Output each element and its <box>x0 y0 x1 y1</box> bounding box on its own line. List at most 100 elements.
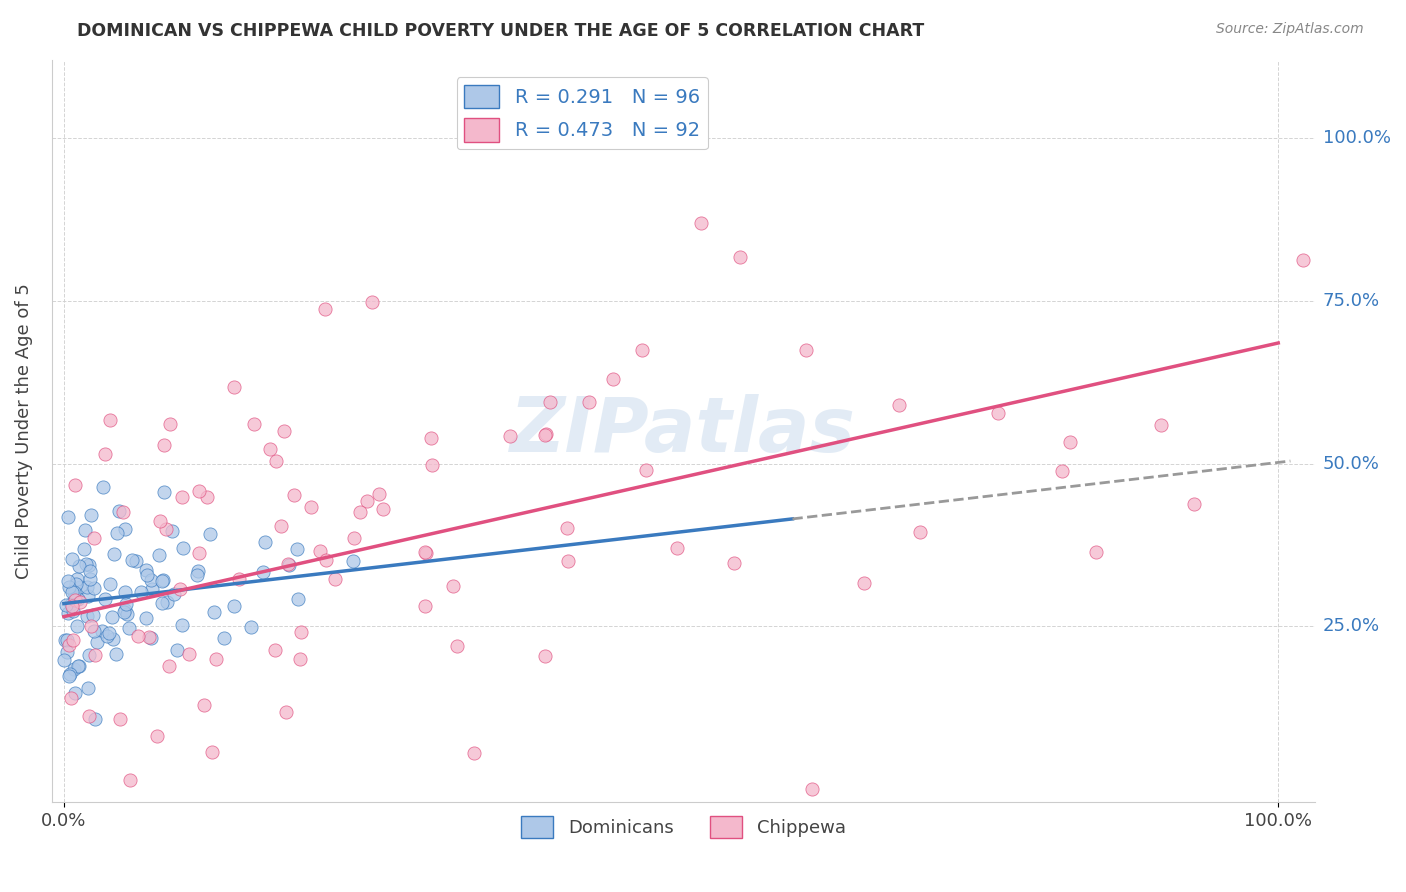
Point <box>73 542 96 557</box>
Point <box>160 524 183 539</box>
Point <box>77 709 100 723</box>
Point <box>499 429 522 443</box>
Point <box>56 632 79 647</box>
Point <box>65 591 87 605</box>
Point <box>1059 434 1081 449</box>
Point <box>58 580 80 594</box>
Point <box>63 686 86 700</box>
Point <box>75 557 97 571</box>
Text: 100.0%: 100.0% <box>1323 128 1391 147</box>
Point <box>112 605 135 619</box>
Text: Source: ZipAtlas.com: Source: ZipAtlas.com <box>1216 22 1364 37</box>
Point <box>93 591 115 606</box>
Point <box>1085 544 1108 558</box>
Point <box>169 582 191 597</box>
Point <box>195 490 218 504</box>
Point <box>463 746 485 760</box>
Point <box>118 622 141 636</box>
Point <box>98 413 121 427</box>
Point <box>60 690 83 705</box>
Point <box>149 514 172 528</box>
Point <box>274 705 297 719</box>
Point <box>83 581 105 595</box>
Point <box>361 294 384 309</box>
Point <box>309 543 332 558</box>
Point <box>76 580 98 594</box>
Point <box>125 554 148 568</box>
Point <box>441 579 464 593</box>
Point <box>152 573 174 587</box>
Point <box>285 542 308 557</box>
Point <box>1149 418 1171 433</box>
Point <box>910 525 932 540</box>
Point <box>63 662 86 676</box>
Point <box>186 567 208 582</box>
Point <box>179 647 201 661</box>
Point <box>59 666 82 681</box>
Point <box>114 522 136 536</box>
Point <box>115 607 138 621</box>
Point <box>77 589 100 603</box>
Point <box>163 587 186 601</box>
Point <box>853 575 876 590</box>
Point <box>121 552 143 566</box>
Point <box>273 424 295 438</box>
Point <box>105 526 128 541</box>
Point <box>66 572 89 586</box>
Point <box>533 649 555 664</box>
Point <box>153 438 176 452</box>
Point <box>243 417 266 431</box>
Point <box>314 301 336 316</box>
Point <box>127 629 149 643</box>
Text: ZIPatlas: ZIPatlas <box>510 394 856 468</box>
Point <box>155 595 177 609</box>
Point <box>58 574 80 589</box>
Point <box>63 593 86 607</box>
Point <box>66 619 89 633</box>
Point <box>150 596 173 610</box>
Point <box>58 669 80 683</box>
Text: 50.0%: 50.0% <box>1323 455 1379 473</box>
Point <box>96 629 118 643</box>
Point <box>58 638 80 652</box>
Point <box>277 557 299 571</box>
Point <box>538 394 561 409</box>
Point <box>79 572 101 586</box>
Point <box>534 427 557 442</box>
Point <box>110 712 132 726</box>
Point <box>138 630 160 644</box>
Point <box>198 526 221 541</box>
Point <box>349 505 371 519</box>
Point <box>665 541 688 555</box>
Point <box>283 488 305 502</box>
Point <box>135 610 157 624</box>
Point <box>98 625 121 640</box>
Point <box>371 501 394 516</box>
Point <box>415 545 437 559</box>
Point <box>252 565 274 579</box>
Point <box>77 681 100 696</box>
Point <box>76 608 98 623</box>
Point <box>212 631 235 645</box>
Point <box>105 647 128 661</box>
Point <box>240 620 263 634</box>
Point <box>53 633 76 648</box>
Point <box>77 648 100 662</box>
Point <box>103 547 125 561</box>
Point <box>58 510 80 524</box>
Point <box>60 599 83 613</box>
Point <box>415 599 437 613</box>
Point <box>62 632 84 647</box>
Point <box>67 591 90 606</box>
Point <box>170 618 193 632</box>
Point <box>889 398 911 412</box>
Point <box>270 518 292 533</box>
Point <box>148 548 170 562</box>
Point <box>112 505 135 519</box>
Point <box>152 484 174 499</box>
Point <box>264 454 287 468</box>
Point <box>136 568 159 582</box>
Point <box>67 659 90 673</box>
Point <box>159 417 181 431</box>
Point <box>141 582 163 597</box>
